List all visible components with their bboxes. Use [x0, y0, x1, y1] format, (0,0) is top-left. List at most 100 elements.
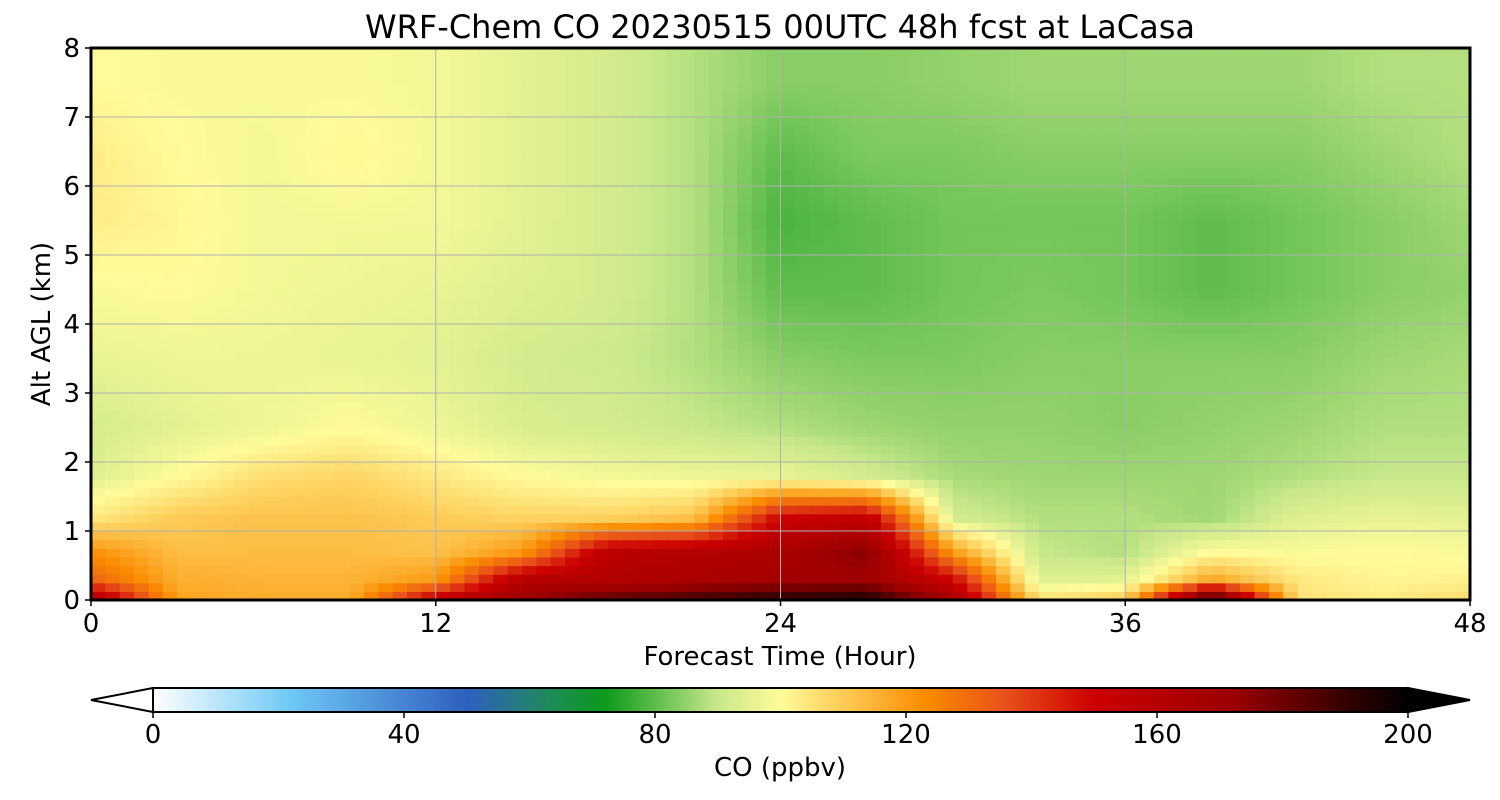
heatmap-cell [277, 384, 293, 394]
heatmap-cell [1441, 531, 1457, 541]
heatmap-cell [737, 487, 753, 498]
heatmap-cell [550, 203, 566, 213]
heatmap-cell [507, 375, 523, 385]
heatmap-cell [162, 548, 178, 558]
heatmap-cell [91, 151, 106, 161]
heatmap-cell [1311, 418, 1327, 429]
heatmap-cell [148, 418, 164, 429]
heatmap-cell [1240, 574, 1256, 584]
heatmap-cell [378, 505, 394, 515]
heatmap-cell [1125, 315, 1141, 325]
heatmap-cell [306, 462, 322, 472]
heatmap-cell [809, 177, 825, 187]
heatmap-cell [1211, 453, 1227, 463]
heatmap-cell [550, 237, 566, 247]
heatmap-cell [679, 444, 695, 454]
heatmap-cell [263, 582, 279, 592]
heatmap-cell [1283, 479, 1299, 489]
heatmap-cell [1110, 280, 1126, 291]
heatmap-cell [794, 263, 810, 273]
heatmap-cell [909, 186, 925, 196]
heatmap-cell [148, 255, 164, 265]
heatmap-cell [1053, 444, 1069, 454]
heatmap-cell [1426, 556, 1442, 567]
heatmap-cell [579, 384, 595, 394]
heatmap-cell [967, 531, 983, 541]
heatmap-cell [952, 186, 968, 196]
heatmap-cell [1082, 315, 1098, 325]
heatmap-cell [1211, 324, 1227, 334]
heatmap-cell [837, 479, 853, 489]
heatmap-cell [1139, 272, 1155, 282]
heatmap-cell [1398, 410, 1414, 420]
heatmap-cell [1153, 203, 1169, 213]
heatmap-cell [1153, 229, 1169, 239]
heatmap-cell [1441, 341, 1457, 351]
heatmap-cell [306, 186, 322, 196]
heatmap-cell [521, 367, 537, 377]
heatmap-cell [1125, 479, 1141, 489]
heatmap-cell [1153, 220, 1169, 230]
heatmap-cell [995, 160, 1011, 170]
heatmap-cell [895, 496, 911, 506]
heatmap-cell [981, 393, 997, 403]
heatmap-cell [435, 272, 451, 282]
heatmap-cell [1053, 194, 1069, 204]
heatmap-cell [852, 556, 868, 567]
heatmap-cell [507, 289, 523, 299]
heatmap-cell [249, 203, 264, 213]
heatmap-cell [938, 548, 954, 558]
heatmap-cell [435, 358, 451, 368]
heatmap-cell [1283, 220, 1299, 230]
heatmap-cell [1024, 255, 1040, 265]
heatmap-cell [521, 306, 537, 316]
heatmap-cell [565, 453, 580, 463]
heatmap-cell [823, 513, 839, 523]
heatmap-cell [148, 513, 164, 523]
heatmap-cell [593, 556, 609, 567]
heatmap-cell [263, 418, 279, 429]
heatmap-cell [723, 531, 738, 541]
heatmap-cell [478, 487, 494, 498]
heatmap-cell [1139, 393, 1155, 403]
heatmap-cell [1010, 349, 1026, 360]
heatmap-cell [1053, 427, 1069, 437]
heatmap-cell [521, 574, 537, 584]
heatmap-cell [134, 203, 150, 213]
heatmap-cell [177, 160, 193, 170]
heatmap-cell [895, 237, 911, 247]
heatmap-cell [737, 427, 753, 437]
heatmap-cell [565, 393, 580, 403]
heatmap-cell [220, 220, 236, 230]
heatmap-cell [1311, 341, 1327, 351]
heatmap-cell [881, 401, 897, 411]
heatmap-cell [1096, 591, 1112, 600]
heatmap-cell [205, 237, 221, 247]
heatmap-cell [148, 263, 164, 273]
heatmap-cell [622, 358, 638, 368]
heatmap-cell [881, 513, 897, 523]
heatmap-cell [1096, 246, 1112, 256]
heatmap-cell [148, 289, 164, 299]
heatmap-cell [105, 531, 121, 541]
heatmap-cell [967, 582, 983, 592]
heatmap-cell [220, 306, 236, 316]
heatmap-cell [1369, 556, 1385, 567]
heatmap-cell [1311, 444, 1327, 454]
heatmap-cell [737, 246, 753, 256]
heatmap-cell [1197, 531, 1213, 541]
heatmap-cell [981, 194, 997, 204]
heatmap-cell [995, 220, 1011, 230]
heatmap-cell [995, 410, 1011, 420]
heatmap-cell [464, 263, 480, 273]
heatmap-cell [866, 211, 882, 222]
heatmap-cell [1039, 462, 1055, 472]
heatmap-cell [1297, 505, 1313, 515]
heatmap-cell [91, 384, 106, 394]
heatmap-cell [1153, 298, 1169, 308]
heatmap-cell [1455, 246, 1470, 256]
heatmap-cell [952, 384, 968, 394]
heatmap-cell [148, 186, 164, 196]
heatmap-cell [780, 341, 796, 351]
heatmap-cell [521, 565, 537, 575]
